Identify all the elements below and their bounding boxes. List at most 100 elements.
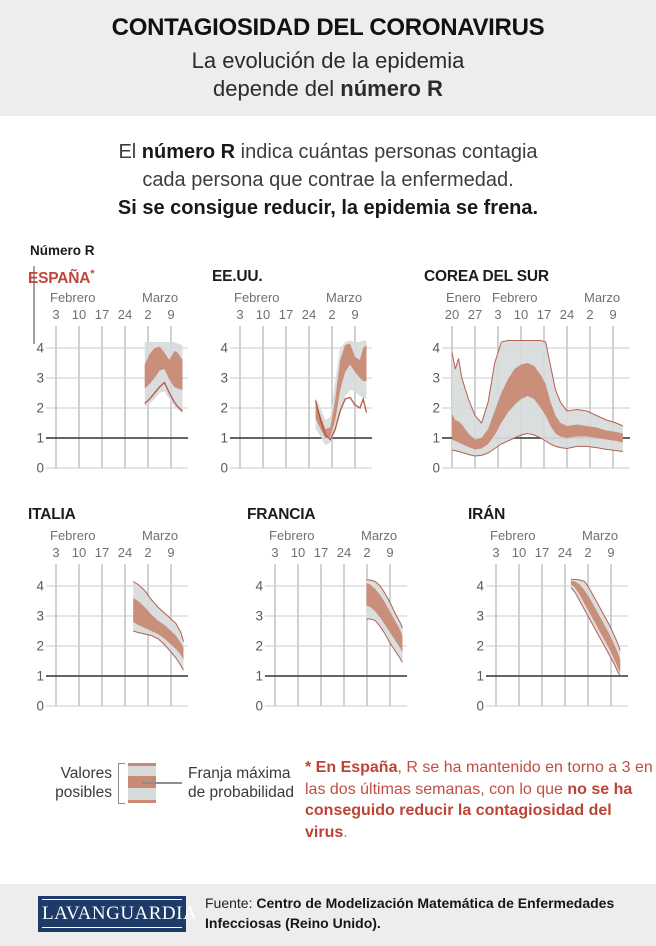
svg-text:Marzo: Marzo [361, 528, 397, 543]
chart-title-italia: ITALIA [28, 506, 76, 523]
svg-text:10: 10 [514, 307, 528, 322]
svg-text:Febrero: Febrero [490, 528, 536, 543]
source-credit: Fuente: Centro de Modelización Matemátic… [205, 895, 615, 931]
chart-iran: IRÁN 3 10 17 24 2 9 Febrero Marzo 0 1 2 3 4 [468, 506, 634, 714]
svg-text:24: 24 [337, 545, 351, 560]
svg-text:Marzo: Marzo [582, 528, 618, 543]
svg-text:4: 4 [36, 579, 44, 594]
svg-text:24: 24 [118, 307, 132, 322]
intro-line3: Si se consigue reducir, la epidemia se f… [117, 197, 539, 219]
page-subtitle: La evolución de la epidemia depende del … [0, 47, 656, 103]
chart-title-eeuu: EE.UU. [212, 268, 263, 285]
y-axis-indicator-line [33, 266, 35, 344]
svg-text:3: 3 [494, 307, 501, 322]
svg-text:0: 0 [476, 699, 484, 714]
chart-plot-italia: 3 10 17 24 2 9 Febrero Marzo 0 1 2 3 4 [36, 528, 188, 714]
svg-text:0: 0 [36, 699, 44, 714]
svg-text:10: 10 [72, 307, 86, 322]
svg-text:24: 24 [560, 307, 574, 322]
svg-text:2: 2 [36, 401, 44, 416]
chart-eeuu: EE.UU. 3 10 17 24 2 9 Febrero Marzo 0 1 2 3 4 [212, 268, 378, 476]
svg-text:3: 3 [271, 545, 278, 560]
svg-text:17: 17 [95, 545, 109, 560]
svg-text:2: 2 [432, 401, 440, 416]
svg-text:24: 24 [558, 545, 572, 560]
svg-text:2: 2 [476, 639, 484, 654]
svg-text:17: 17 [279, 307, 293, 322]
svg-text:0: 0 [36, 461, 44, 476]
chart-title-iran: IRÁN [468, 506, 506, 523]
svg-text:9: 9 [167, 545, 174, 560]
svg-text:Marzo: Marzo [584, 290, 620, 305]
svg-text:4: 4 [476, 579, 484, 594]
svg-text:2: 2 [144, 545, 151, 560]
svg-text:1: 1 [36, 669, 44, 684]
svg-text:17: 17 [314, 545, 328, 560]
svg-text:2: 2 [363, 545, 370, 560]
intro-line1: El número R indica cuántas personas cont… [118, 141, 538, 163]
svg-text:10: 10 [256, 307, 270, 322]
svg-text:3: 3 [36, 371, 44, 386]
footnote-asterisk: * [90, 268, 95, 280]
svg-text:3: 3 [476, 609, 484, 624]
svg-text:4: 4 [255, 579, 263, 594]
chart-corea-del-sur: COREA DEL SUR 20 27 3 10 17 24 2 9 Enero Febrero M… [424, 268, 636, 476]
svg-text:2: 2 [584, 545, 591, 560]
svg-text:24: 24 [118, 545, 132, 560]
chart-espana: ESPAÑA* 3 10 17 24 2 9 Febrero Marzo 0 1 2 3 4 [28, 268, 194, 476]
svg-text:10: 10 [72, 545, 86, 560]
footnote-lead: * En España [305, 759, 398, 776]
svg-text:1: 1 [220, 431, 228, 446]
spain-footnote: * En España, R se ha mantenido en torno … [305, 759, 653, 841]
svg-text:0: 0 [220, 461, 228, 476]
svg-text:9: 9 [386, 545, 393, 560]
svg-text:3: 3 [255, 609, 263, 624]
svg-text:3: 3 [52, 307, 59, 322]
svg-text:20: 20 [445, 307, 459, 322]
svg-text:9: 9 [609, 307, 616, 322]
svg-text:2: 2 [586, 307, 593, 322]
chart-plot-francia: 3 10 17 24 2 9 Febrero Marzo 0 1 2 3 4 [255, 528, 407, 714]
svg-text:2: 2 [220, 401, 228, 416]
svg-text:2: 2 [328, 307, 335, 322]
legend-swatch-bottom-strip [128, 800, 156, 803]
la-vanguardia-logo: LAVANGUARDIA [38, 896, 197, 932]
chart-plot-eeuu: 3 10 17 24 2 9 Febrero Marzo 0 1 2 3 4 [220, 290, 372, 476]
legend-bracket [118, 763, 125, 804]
subtitle-line1: La evolución de la epidemia [191, 48, 465, 73]
svg-text:24: 24 [302, 307, 316, 322]
svg-text:1: 1 [432, 431, 440, 446]
chart-plot-espana: 3 10 17 24 2 9 Febrero Marzo 0 1 2 3 4 [36, 290, 188, 476]
svg-text:3: 3 [492, 545, 499, 560]
svg-text:2: 2 [144, 307, 151, 322]
chart-title-francia: FRANCIA [247, 506, 316, 523]
svg-text:Febrero: Febrero [269, 528, 315, 543]
svg-text:3: 3 [52, 545, 59, 560]
legend-label-max-probability: Franja máxima de probabilidad [188, 765, 295, 801]
svg-text:1: 1 [476, 669, 484, 684]
page-title: CONTAGIOSIDAD DEL CORONAVIRUS [111, 14, 545, 41]
svg-text:Marzo: Marzo [326, 290, 362, 305]
svg-text:1: 1 [255, 669, 263, 684]
svg-text:4: 4 [220, 341, 228, 356]
svg-text:Febrero: Febrero [50, 290, 96, 305]
legend-swatch-top-strip [128, 763, 156, 766]
header: CONTAGIOSIDAD DEL CORONAVIRUS La evoluci… [0, 0, 656, 116]
svg-text:3: 3 [36, 609, 44, 624]
svg-text:9: 9 [167, 307, 174, 322]
svg-text:3: 3 [236, 307, 243, 322]
chart-francia: FRANCIA 3 10 17 24 2 9 Febrero Marzo 0 1 2 3 4 [247, 506, 413, 714]
svg-text:3: 3 [432, 371, 440, 386]
legend-label-possible-values: Valores posibles [55, 765, 112, 801]
chart-italia: ITALIA 3 10 17 24 2 9 Febrero Marzo 0 1 2 3 4 [28, 506, 194, 714]
intro-line2: cada persona que contrae la enfermedad. [142, 169, 514, 191]
svg-text:2: 2 [255, 639, 263, 654]
svg-text:3: 3 [220, 371, 228, 386]
svg-text:0: 0 [432, 461, 440, 476]
svg-text:17: 17 [537, 307, 551, 322]
svg-text:10: 10 [291, 545, 305, 560]
svg-text:Febrero: Febrero [234, 290, 280, 305]
svg-text:Marzo: Marzo [142, 528, 178, 543]
svg-text:Marzo: Marzo [142, 290, 178, 305]
